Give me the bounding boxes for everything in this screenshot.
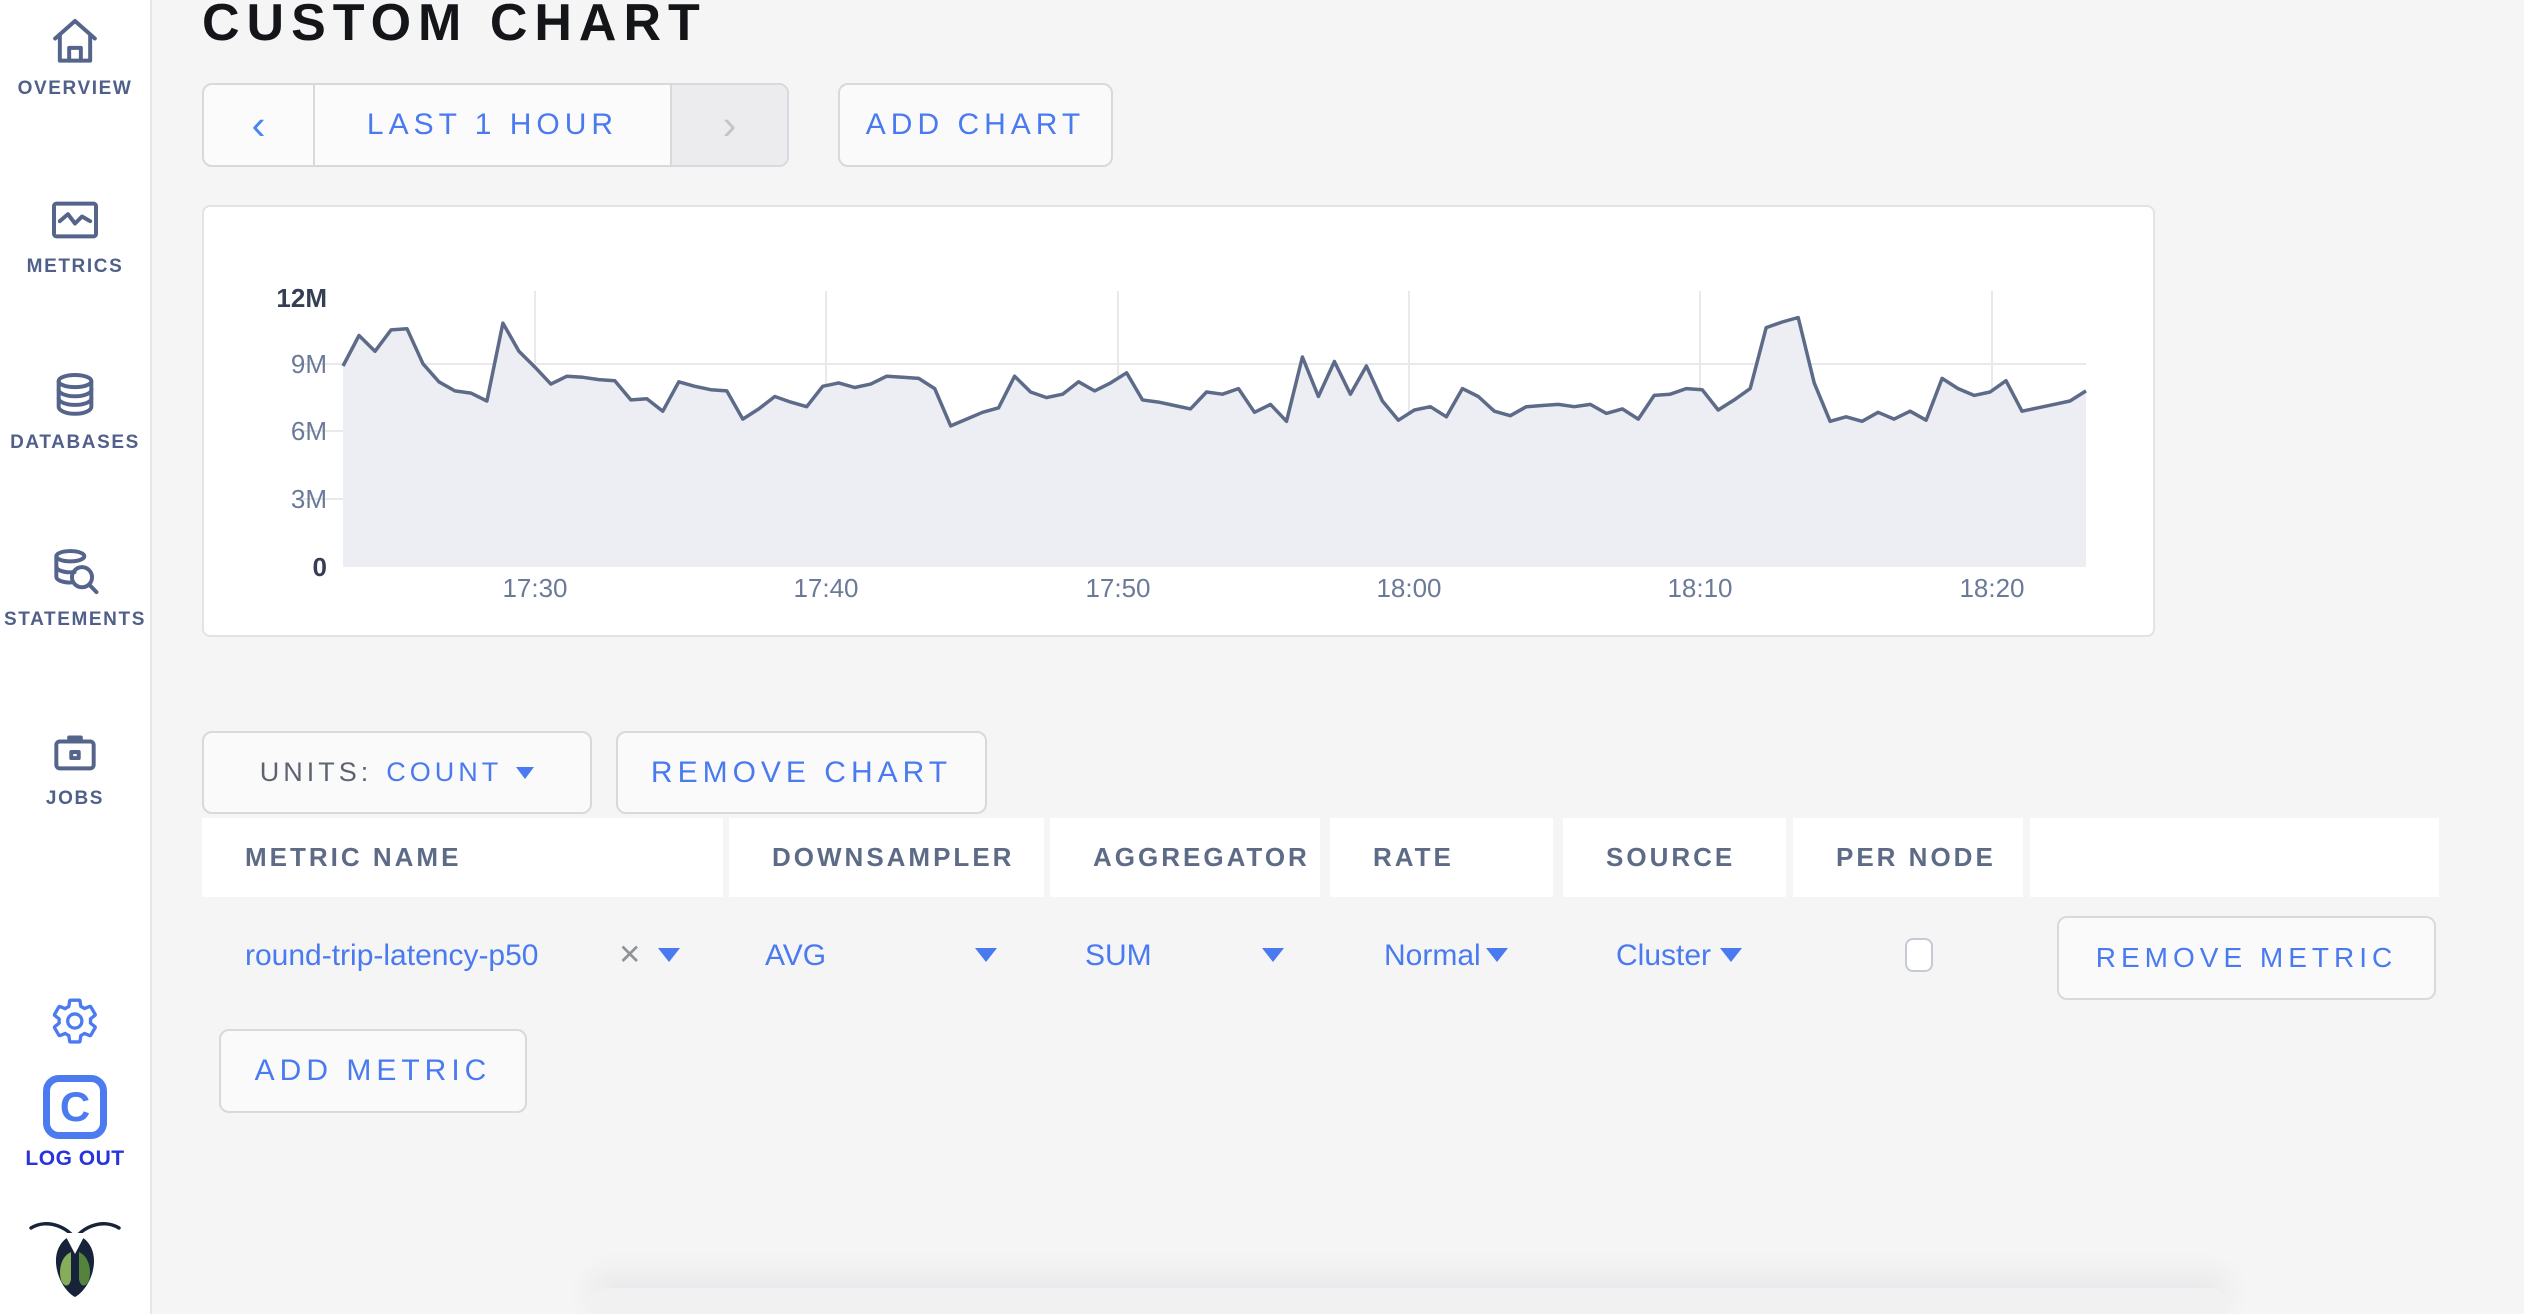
home-icon — [53, 19, 97, 63]
remove-metric-button[interactable]: REMOVE METRIC — [2057, 916, 2436, 1000]
chart-card: 12M 9M 6M 3M 0 17:30 17:40 17:50 18:00 18:10 18:20 — [202, 205, 2155, 637]
aggregator-select[interactable]: SUM — [1085, 939, 1152, 972]
downsampler-select[interactable]: AVG — [765, 939, 827, 972]
cockroach-c-logo-icon: C — [43, 1075, 107, 1139]
x-axis-tick: 18:10 — [1667, 573, 1732, 603]
sidebar-item-settings[interactable] — [0, 996, 150, 1046]
column-header-source: SOURCE — [1563, 818, 1786, 897]
metric-name-select[interactable]: round-trip-latency-p50 — [245, 939, 539, 972]
column-header-actions — [2030, 818, 2439, 897]
chevron-left-icon: ‹ — [251, 101, 266, 148]
y-axis-tick: 6M — [291, 416, 327, 446]
per-node-checkbox[interactable] — [1905, 938, 1933, 972]
metrics-chart-icon — [52, 201, 98, 239]
time-range-next-button[interactable]: › — [670, 85, 787, 165]
aggregator-caret-icon[interactable] — [1262, 948, 1284, 962]
sidebar-item-label: JOBS — [45, 788, 105, 809]
time-range-value[interactable]: LAST 1 HOUR — [366, 108, 619, 141]
source-caret-icon[interactable] — [1720, 948, 1742, 962]
sidebar-item-logout[interactable]: C LOG OUT — [0, 1075, 150, 1171]
column-header-downsampler: DOWNSAMPLER — [729, 818, 1044, 897]
downsampler-caret-icon[interactable] — [975, 948, 997, 962]
units-dropdown[interactable]: UNITS: COUNT — [202, 731, 592, 814]
sidebar-item-statements[interactable]: STATEMENTS — [0, 545, 150, 631]
column-header-per-node: PER NODE — [1793, 818, 2023, 897]
y-axis-tick: 0 — [313, 552, 327, 582]
x-axis-tick: 17:50 — [1085, 573, 1150, 603]
sidebar-item-label: METRICS — [26, 256, 124, 277]
logo-letter: C — [59, 1083, 91, 1130]
rate-select[interactable]: Normal — [1384, 939, 1481, 972]
time-range-prev-button[interactable]: ‹ — [204, 85, 315, 165]
sidebar-item-label: OVERVIEW — [17, 78, 133, 99]
gear-icon — [52, 998, 97, 1044]
chevron-down-icon — [516, 766, 535, 779]
units-label: UNITS: — [259, 757, 373, 787]
logout-label: LOG OUT — [25, 1147, 125, 1170]
sidebar-item-metrics[interactable]: METRICS — [0, 192, 150, 278]
column-header-aggregator: AGGREGATOR — [1050, 818, 1320, 897]
sidebar-item-databases[interactable]: DATABASES — [0, 368, 150, 454]
sidebar-item-label: DATABASES — [10, 432, 140, 453]
series-line — [341, 315, 2087, 428]
briefcase-icon — [54, 735, 96, 771]
x-axis-tick: 18:00 — [1376, 573, 1441, 603]
statements-search-icon — [54, 549, 99, 595]
units-value: COUNT — [386, 757, 503, 787]
y-axis-tick: 9M — [291, 349, 327, 379]
column-header-metric-name: METRIC NAME — [202, 818, 723, 897]
column-header-rate: RATE — [1330, 818, 1553, 897]
x-axis-tick: 17:30 — [502, 573, 567, 603]
series-area — [343, 317, 2086, 567]
chevron-right-icon: › — [722, 101, 737, 148]
x-axis-tick: 18:20 — [1959, 573, 2024, 603]
cockroach-bug-logo — [0, 1216, 150, 1302]
sidebar-item-label: STATEMENTS — [4, 609, 146, 630]
next-card-shadow — [590, 1288, 2228, 1314]
cockroach-bug-icon — [29, 1222, 121, 1297]
y-axis-tick: 12M — [276, 283, 327, 313]
clear-metric-icon[interactable]: ✕ — [618, 939, 642, 970]
sidebar-item-jobs[interactable]: JOBS — [0, 724, 150, 810]
metric-name-caret-icon[interactable] — [658, 948, 680, 962]
timeseries-chart[interactable]: 12M 9M 6M 3M 0 17:30 17:40 17:50 18:00 18:10 18:20 — [204, 207, 2153, 635]
x-axis-tick: 17:40 — [793, 573, 858, 603]
remove-chart-button[interactable]: REMOVE CHART — [616, 731, 987, 814]
time-range-selector: ‹ LAST 1 HOUR › — [202, 83, 789, 167]
y-axis-tick: 3M — [291, 484, 327, 514]
sidebar: OVERVIEW METRICS DATABASES — [0, 0, 152, 1314]
rate-caret-icon[interactable] — [1486, 948, 1508, 962]
add-chart-button[interactable]: ADD CHART — [838, 83, 1113, 167]
page-title: CUSTOM CHART — [202, 0, 707, 52]
source-select[interactable]: Cluster — [1616, 939, 1712, 972]
sidebar-item-overview[interactable]: OVERVIEW — [0, 14, 150, 100]
database-icon — [56, 373, 94, 416]
add-metric-button[interactable]: ADD METRIC — [219, 1029, 527, 1113]
